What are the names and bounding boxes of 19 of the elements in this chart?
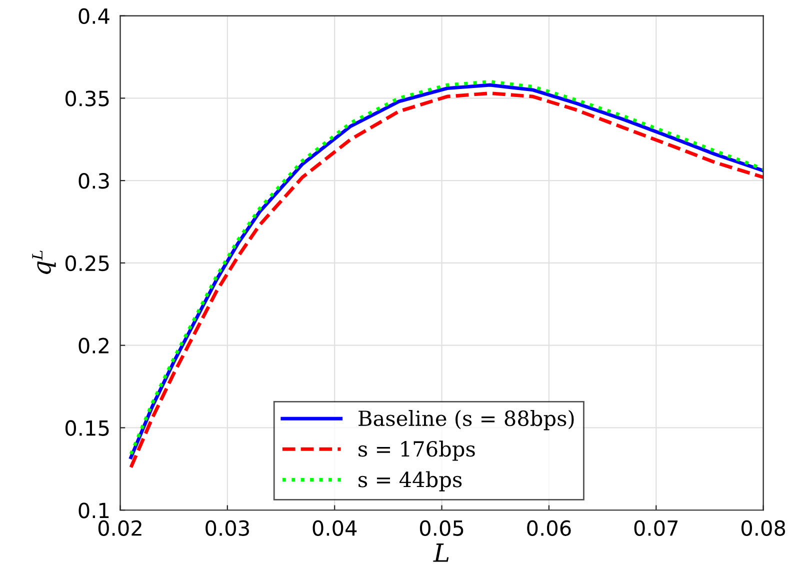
legend-label: s = 44bps bbox=[358, 471, 462, 492]
y-axis-title: qᴸ bbox=[32, 250, 56, 274]
x-tick-label: 0.08 bbox=[741, 520, 786, 536]
y-tick-label: 0.15 bbox=[65, 420, 109, 436]
legend-label: Baseline (s = 88bps) bbox=[358, 410, 574, 430]
legend-label: s = 176bps bbox=[358, 440, 475, 461]
y-tick-label: 0.25 bbox=[65, 255, 109, 272]
x-tick-label: 0.03 bbox=[206, 520, 249, 536]
y-tick-label: 0.4 bbox=[78, 8, 110, 24]
y-tick-label: 0.35 bbox=[65, 90, 109, 106]
x-tick-label: 0.02 bbox=[98, 520, 142, 536]
x-tick-label: 0.04 bbox=[312, 520, 357, 536]
x-axis-title: L bbox=[433, 544, 449, 562]
x-tick-label: 0.06 bbox=[527, 520, 571, 536]
x-tick-label: 0.07 bbox=[634, 520, 678, 536]
y-tick-label: 0.2 bbox=[78, 338, 108, 354]
y-tick-label: 0.1 bbox=[78, 502, 109, 518]
x-tick-label: 0.05 bbox=[420, 520, 464, 536]
y-tick-label: 0.3 bbox=[78, 173, 109, 189]
